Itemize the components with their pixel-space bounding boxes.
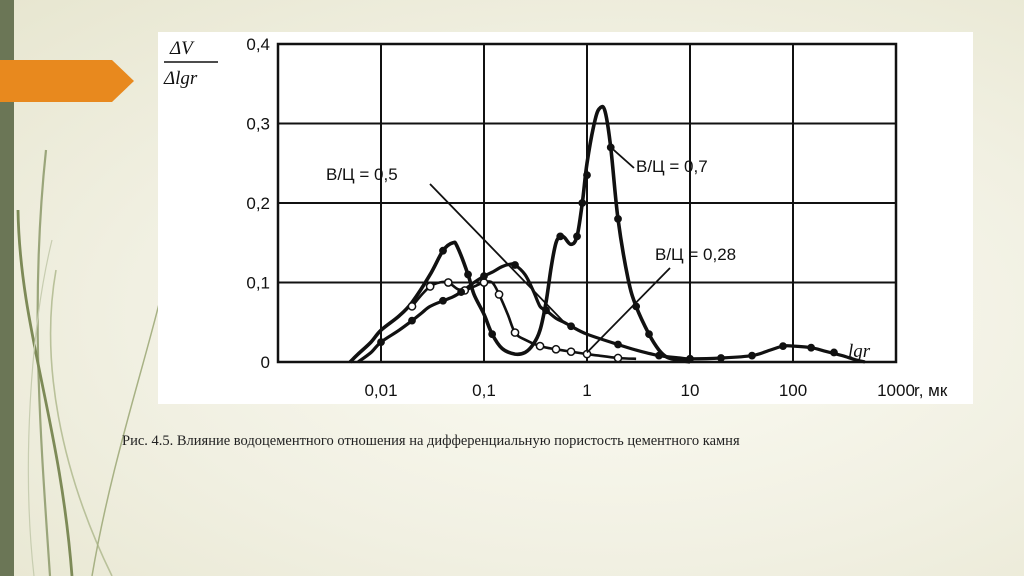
series-point-0	[566, 347, 576, 357]
series-point-1	[567, 322, 575, 331]
chart-panel: ΔV Δlgr В/Ц = 0,5 В/Ц = 0,7 В/Ц = 0,28 l…	[158, 32, 973, 404]
series-point-0	[407, 302, 417, 311]
annotation-leaders	[429, 146, 671, 354]
x-tick-labels: 0,01 0,1 1 10 100 1000	[364, 381, 914, 400]
series-point-1	[807, 343, 816, 352]
series-point-0	[425, 282, 435, 291]
chart-markers	[377, 143, 838, 363]
series-point-0	[443, 278, 453, 287]
label-wc-05: В/Ц = 0,5	[326, 165, 398, 184]
series-point-1	[457, 288, 466, 296]
y-axis-label-top: ΔV	[169, 38, 195, 59]
series-point-1	[439, 296, 447, 305]
series-point-1	[686, 354, 694, 363]
series-point-2	[439, 246, 447, 255]
series-point-1	[830, 348, 838, 357]
series-point-1	[480, 272, 488, 281]
y-tick-labels: 0 0,1 0,2 0,3 0,4	[246, 35, 270, 372]
series-point-2	[645, 330, 653, 339]
x-tick-label: 10	[681, 381, 700, 400]
leader-line-0	[429, 183, 565, 323]
y-tick-label: 0	[261, 353, 270, 372]
y-tick-label: 0,1	[246, 274, 270, 293]
series-line-0	[411, 280, 637, 361]
series-point-0	[613, 353, 623, 363]
series-point-2	[614, 215, 622, 223]
series-point-0	[535, 341, 545, 351]
series-point-1	[614, 340, 622, 349]
series-point-1	[542, 306, 550, 315]
label-wc-07: В/Ц = 0,7	[636, 157, 708, 176]
left-accent-bar	[0, 0, 14, 576]
y-tick-label: 0,4	[246, 35, 270, 54]
series-point-2	[464, 270, 472, 279]
series-point-1	[717, 354, 725, 362]
series-point-0	[510, 328, 520, 337]
leader-line-1	[610, 146, 635, 169]
series-point-1	[377, 338, 385, 347]
y-tick-label: 0,2	[246, 194, 270, 213]
x-tick-label: 0,01	[364, 381, 397, 400]
series-point-1	[655, 351, 663, 360]
curve-label-lgr: lgr	[848, 341, 871, 362]
series-point-1	[748, 351, 756, 360]
x-tick-label: 100	[779, 381, 807, 400]
series-point-0	[551, 344, 561, 354]
series-line-2	[348, 104, 691, 364]
series-point-1	[779, 342, 787, 351]
series-point-2	[583, 171, 591, 180]
series-point-0	[582, 349, 592, 359]
y-axis-label-bottom: Δlgr	[163, 68, 198, 89]
series-point-2	[488, 330, 497, 339]
x-tick-label: 0,1	[472, 381, 496, 400]
series-point-2	[556, 232, 565, 241]
series-point-2	[578, 199, 587, 207]
chart-curves	[348, 104, 866, 364]
leader-line-2	[586, 267, 671, 354]
label-wc-028: В/Ц = 0,28	[655, 245, 736, 264]
orange-arrow-marker	[0, 60, 134, 102]
series-point-0	[494, 290, 504, 299]
x-axis-label: r, мк	[914, 381, 948, 400]
series-point-2	[573, 232, 581, 241]
x-tick-label: 1	[582, 381, 591, 400]
figure-caption: Рис. 4.5. Влияние водоцементного отношен…	[122, 433, 740, 449]
y-tick-label: 0,3	[246, 115, 270, 134]
series-point-1	[511, 261, 519, 269]
chart-grid	[276, 42, 898, 364]
x-tick-label: 1000	[877, 381, 915, 400]
porosity-chart: ΔV Δlgr В/Ц = 0,5 В/Ц = 0,7 В/Ц = 0,28 l…	[163, 35, 948, 400]
series-point-1	[408, 316, 416, 325]
series-line-1	[357, 262, 866, 364]
